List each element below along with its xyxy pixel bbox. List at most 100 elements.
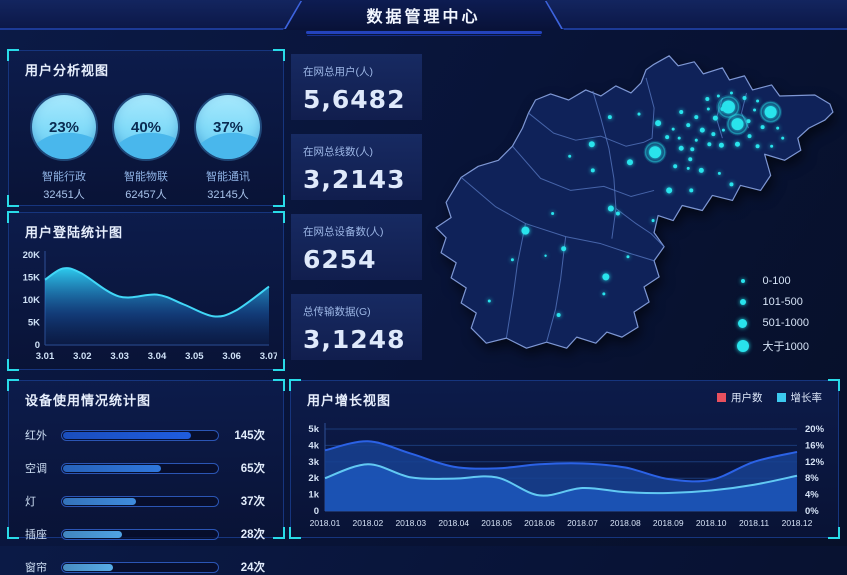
gauge[interactable]: 40% 智能物联 62457人 (108, 95, 184, 202)
map-bubble[interactable] (721, 128, 725, 132)
map-bubble[interactable] (707, 142, 712, 147)
map-bubble[interactable] (615, 211, 620, 216)
map-bubble[interactable] (694, 115, 699, 120)
map-bubble[interactable] (673, 164, 678, 169)
growth-chart-legend[interactable]: 用户数 增长率 (717, 390, 822, 405)
map-bubble[interactable] (753, 108, 757, 112)
map-bubble[interactable] (756, 99, 760, 103)
map-bubble[interactable] (556, 313, 561, 318)
map-bubble[interactable] (551, 212, 555, 216)
map-bubble[interactable] (755, 144, 760, 149)
map-bubble[interactable] (689, 188, 694, 193)
map-bubble[interactable] (544, 254, 547, 257)
map-bubble[interactable] (747, 134, 752, 139)
map-bubble[interactable] (686, 166, 690, 170)
bar-row[interactable]: 红外 145次 (25, 427, 265, 443)
svg-text:3.02: 3.02 (73, 351, 92, 362)
map-bubble[interactable] (607, 115, 612, 120)
gauge[interactable]: 37% 智能通讯 32145人 (190, 95, 266, 202)
map-bubble[interactable] (655, 120, 662, 127)
map-bubble[interactable] (607, 205, 614, 212)
map-bubble[interactable] (721, 100, 735, 114)
map-bubble[interactable] (716, 94, 720, 98)
liquid-gauges[interactable]: 23% 智能行政 32451人 40% 智能物联 62457人 37% 智能通讯 32145人 (9, 83, 283, 202)
bar-row[interactable]: 插座 28次 (25, 526, 265, 542)
map-bubble[interactable] (734, 141, 740, 147)
map-bubble[interactable] (590, 168, 595, 173)
map-bubble[interactable] (690, 147, 695, 152)
region-map[interactable]: 0-100 101-500 501-1000 大于1000 (425, 36, 847, 376)
bar-row[interactable]: 灯 37次 (25, 493, 265, 509)
legend-dot-cell (735, 340, 751, 352)
map-bubble[interactable] (706, 107, 710, 111)
map-bubble[interactable] (521, 226, 530, 235)
map-legend-item: 0-100 (735, 275, 810, 287)
map-bubble[interactable] (699, 127, 705, 133)
region-map-svg[interactable] (425, 36, 847, 376)
map-bubble[interactable] (588, 141, 595, 148)
map-bubble[interactable] (718, 142, 724, 148)
map-bubble[interactable] (720, 107, 725, 112)
map-bubble[interactable] (746, 119, 751, 124)
map-bubble[interactable] (626, 255, 630, 259)
map-bubble[interactable] (742, 95, 747, 100)
map-bubble[interactable] (729, 91, 733, 95)
map-bubble[interactable] (626, 159, 633, 166)
bar-row[interactable]: 窗帘 24次 (25, 559, 265, 575)
bar-fill (63, 497, 137, 505)
map-bubble[interactable] (637, 112, 641, 116)
map-bubble[interactable] (602, 273, 610, 281)
map-bubble[interactable] (705, 96, 710, 102)
map-bubble[interactable] (561, 246, 567, 252)
map-bubble[interactable] (688, 157, 693, 162)
bar-row[interactable]: 空调 65次 (25, 460, 265, 476)
map-bubble[interactable] (717, 171, 721, 175)
growth-area-chart[interactable]: 0 1k 2k 3k 4k 5k 0% 4% 8% 12% 16% 20% 2018.01 2018.02… (295, 413, 836, 541)
map-bubble[interactable] (568, 154, 572, 158)
map-bubble[interactable] (679, 110, 684, 115)
bar-label: 红外 (25, 430, 47, 442)
panel-corner (7, 527, 19, 539)
map-bubble[interactable] (666, 187, 673, 194)
login-area-chart[interactable]: 0 5K 10K 15K 20K 3.01 3.02 3.03 3.04 3.05 3.06 3.07 (17, 245, 279, 369)
map-bubble[interactable] (781, 136, 785, 140)
svg-text:0: 0 (35, 340, 40, 351)
map-bubble[interactable] (764, 106, 777, 119)
map-bubble[interactable] (776, 126, 780, 130)
svg-text:2018.04: 2018.04 (438, 518, 469, 528)
map-bubble[interactable] (649, 146, 662, 159)
map-bubble[interactable] (698, 167, 704, 173)
map-bubble[interactable] (770, 144, 774, 148)
map-bubble[interactable] (686, 123, 691, 128)
panel-user-analysis: 用户分析视图 23% 智能行政 32451人 40% 智能物联 62457人 37% 智能通讯… (7, 49, 285, 207)
map-bubble[interactable] (602, 292, 606, 296)
map-bubble[interactable] (711, 132, 716, 137)
panel-corner (828, 527, 840, 539)
map-bubble[interactable] (510, 258, 514, 262)
map-bubble[interactable] (671, 127, 675, 131)
panel-corner (273, 195, 285, 207)
map-bubble[interactable] (712, 115, 718, 121)
bar-track (61, 528, 219, 540)
map-bubble[interactable] (487, 299, 491, 303)
svg-text:2018.01: 2018.01 (310, 518, 341, 528)
panel-login-stats: 用户登陆统计图 0 5K 10K 15K 20K 3.01 3.02 3.03 3.04 3.05… (7, 211, 285, 371)
svg-text:0: 0 (314, 506, 319, 517)
panel-corner (289, 379, 301, 391)
map-bubble[interactable] (678, 145, 684, 151)
legend-item-users[interactable]: 用户数 (717, 390, 763, 405)
map-bubble[interactable] (731, 118, 744, 131)
svg-text:8%: 8% (805, 473, 819, 484)
device-usage-bars[interactable]: 红外 145次 空调 65次灯 37次插座 28次窗帘 24次 (9, 413, 283, 575)
map-bubble[interactable] (760, 125, 765, 130)
map-bubble[interactable] (651, 219, 655, 223)
map-bubble[interactable] (665, 135, 670, 140)
map-bubble[interactable] (677, 136, 681, 140)
gauge[interactable]: 23% 智能行政 32451人 (26, 95, 102, 202)
legend-dot-cell (735, 299, 751, 305)
legend-item-growth-rate[interactable]: 增长率 (776, 390, 822, 405)
map-bubble[interactable] (694, 138, 698, 142)
svg-text:5K: 5K (28, 318, 40, 329)
map-bubble[interactable] (729, 182, 734, 187)
bar-label: 空调 (25, 463, 47, 475)
